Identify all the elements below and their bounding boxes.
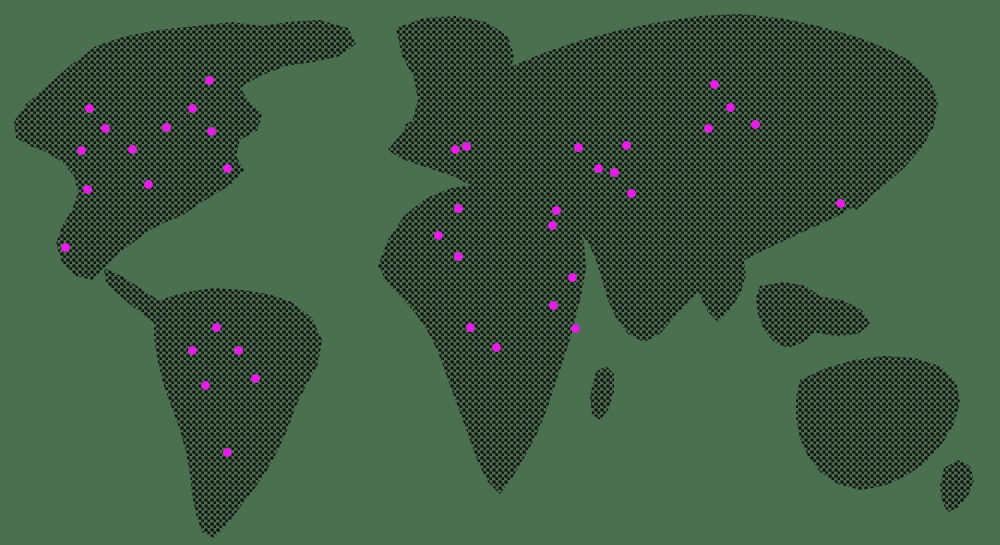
location-marker[interactable] bbox=[465, 322, 475, 332]
location-marker[interactable] bbox=[450, 144, 460, 154]
location-marker[interactable] bbox=[60, 242, 70, 252]
location-marker[interactable] bbox=[703, 123, 713, 133]
location-marker[interactable] bbox=[187, 103, 197, 113]
location-marker[interactable] bbox=[573, 142, 583, 152]
location-marker[interactable] bbox=[84, 103, 94, 113]
location-marker[interactable] bbox=[621, 140, 631, 150]
location-marker[interactable] bbox=[222, 447, 232, 457]
location-marker[interactable] bbox=[204, 75, 214, 85]
location-marker[interactable] bbox=[200, 380, 210, 390]
location-marker[interactable] bbox=[609, 167, 619, 177]
location-marker[interactable] bbox=[570, 323, 580, 333]
location-marker[interactable] bbox=[453, 203, 463, 213]
location-marker[interactable] bbox=[548, 300, 558, 310]
location-marker[interactable] bbox=[750, 119, 760, 129]
location-marker[interactable] bbox=[593, 163, 603, 173]
location-marker[interactable] bbox=[491, 342, 501, 352]
location-marker[interactable] bbox=[835, 198, 845, 208]
location-marker[interactable] bbox=[725, 102, 735, 112]
location-marker[interactable] bbox=[76, 145, 86, 155]
location-marker[interactable] bbox=[547, 220, 557, 230]
location-marker[interactable] bbox=[250, 373, 260, 383]
location-marker[interactable] bbox=[82, 184, 92, 194]
location-marker[interactable] bbox=[127, 144, 137, 154]
location-marker[interactable] bbox=[453, 251, 463, 261]
location-marker[interactable] bbox=[100, 123, 110, 133]
location-marker[interactable] bbox=[433, 230, 443, 240]
location-marker[interactable] bbox=[206, 126, 216, 136]
location-marker[interactable] bbox=[233, 345, 243, 355]
location-marker[interactable] bbox=[709, 79, 719, 89]
location-marker[interactable] bbox=[551, 205, 561, 215]
location-marker[interactable] bbox=[461, 141, 471, 151]
location-marker[interactable] bbox=[222, 163, 232, 173]
location-marker[interactable] bbox=[567, 272, 577, 282]
location-marker[interactable] bbox=[626, 188, 636, 198]
location-marker[interactable] bbox=[161, 122, 171, 132]
location-marker[interactable] bbox=[211, 322, 221, 332]
location-marker[interactable] bbox=[187, 345, 197, 355]
location-marker[interactable] bbox=[143, 179, 153, 189]
